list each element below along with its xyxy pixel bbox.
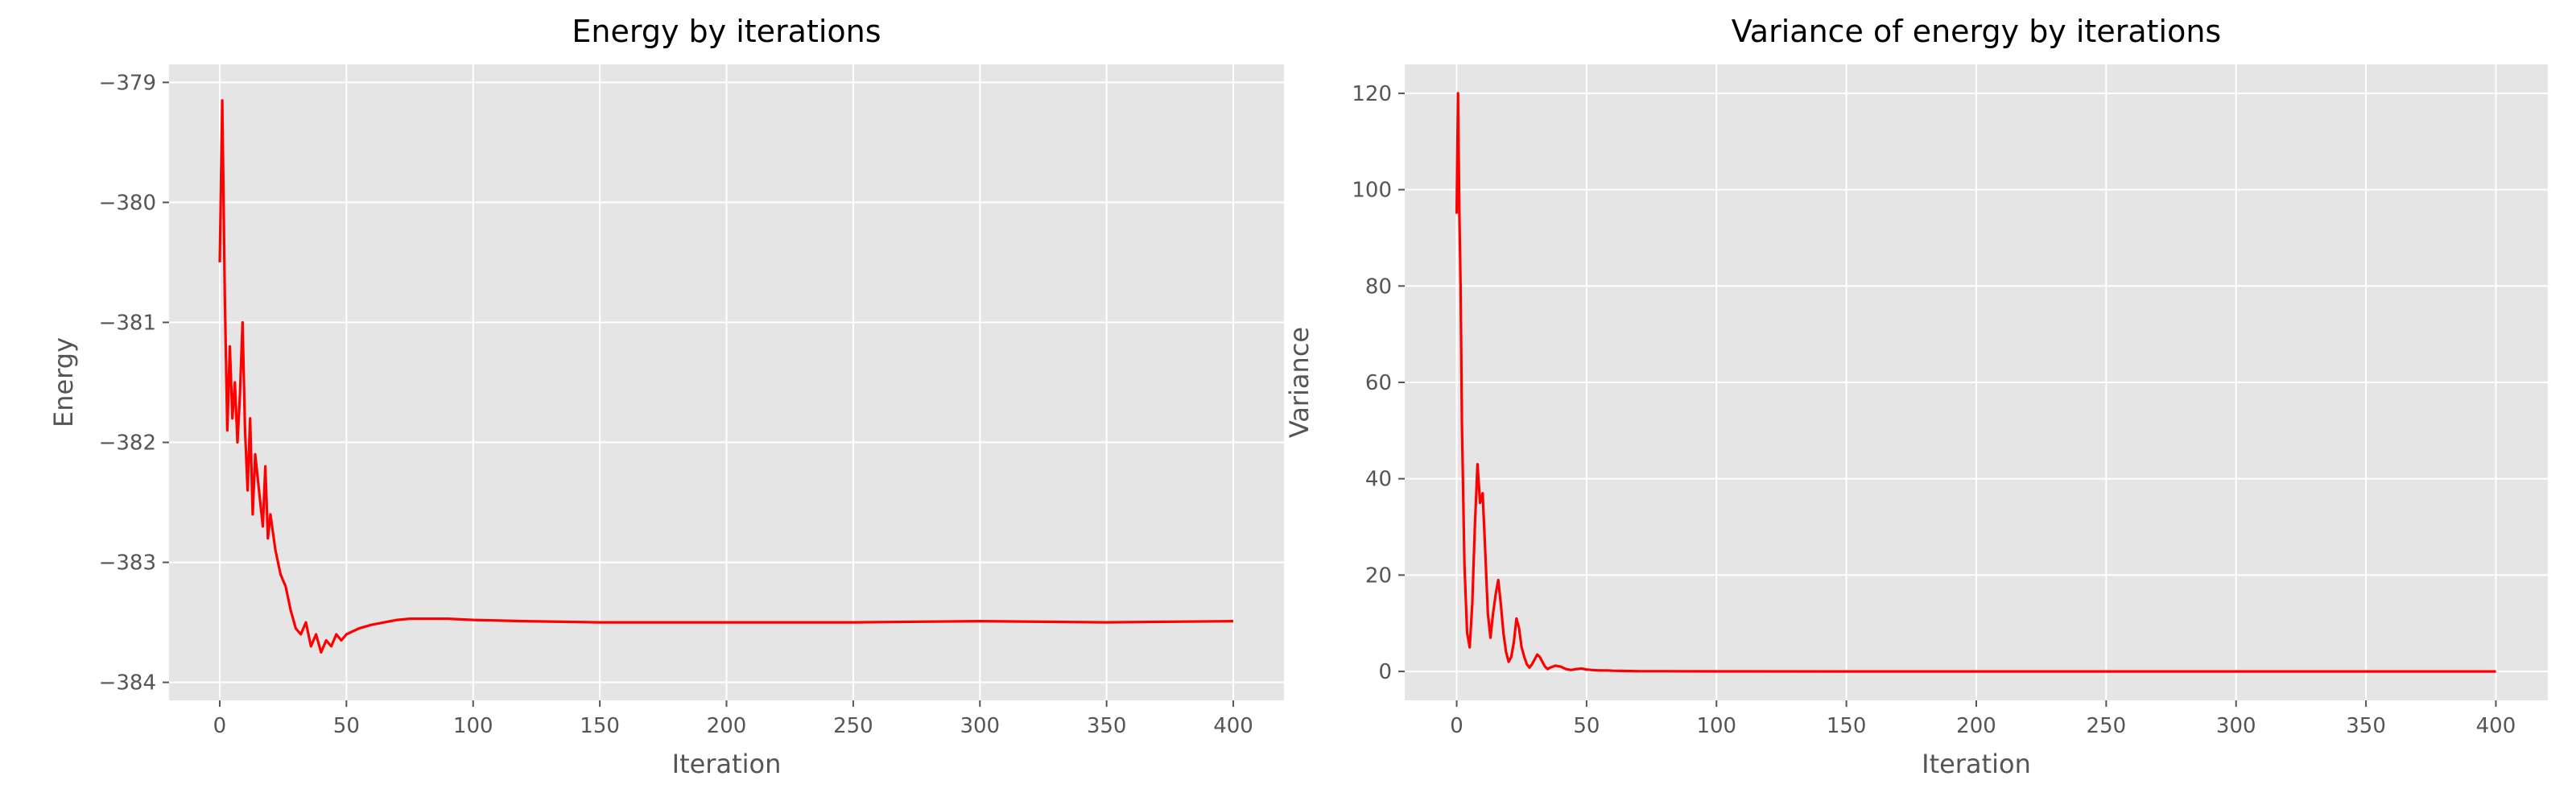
energy-chart-title: Energy by iterations <box>572 14 881 49</box>
energy-y-tick-label-1: −383 <box>99 551 156 576</box>
variance-y-axis-label: Variance <box>1284 327 1315 438</box>
variance-x-tick-label-7: 350 <box>2346 714 2386 738</box>
variance-x-tick-label-8: 400 <box>2476 714 2516 738</box>
energy-x-tick-label-4: 200 <box>707 714 747 738</box>
energy-x-tick-label-7: 350 <box>1087 714 1127 738</box>
energy-x-tick-label-6: 300 <box>960 714 1000 738</box>
variance-x-tick-label-3: 150 <box>1827 714 1867 738</box>
variance-y-tick-label-4: 80 <box>1365 275 1392 299</box>
energy-x-tick-label-3: 150 <box>580 714 620 738</box>
energy-x-axis-label: Iteration <box>672 749 782 779</box>
energy-y-tick-label-0: −384 <box>99 671 156 696</box>
variance-x-tick-label-5: 250 <box>2087 714 2127 738</box>
variance-x-tick-label-2: 100 <box>1696 714 1736 738</box>
energy-x-tick-label-8: 400 <box>1213 714 1253 738</box>
variance-series-line-0 <box>1455 92 2496 673</box>
variance-chart-title: Variance of energy by iterations <box>1732 14 2221 49</box>
variance-y-tick-label-3: 60 <box>1365 371 1392 395</box>
variance-y-tick-label-0: 0 <box>1378 660 1392 684</box>
variance-chart: 0 50 100 150 200 250 300 350 400 0 20 40 60 80 100 120 V… <box>1284 14 2548 779</box>
energy-y-axis-label: Energy <box>48 337 79 427</box>
energy-y-tick-label-4: −380 <box>99 191 156 215</box>
variance-y-tick-label-2: 40 <box>1365 468 1392 492</box>
energy-y-tick-label-3: −381 <box>99 311 156 335</box>
energy-x-tick-label-2: 100 <box>453 714 493 738</box>
variance-y-tick-label-6: 120 <box>1352 82 1392 106</box>
energy-x-tick-label-1: 50 <box>333 714 360 738</box>
energy-x-tick-label-0: 0 <box>213 714 227 738</box>
energy-y-tick-label-5: −379 <box>99 71 156 95</box>
variance-x-tick-label-4: 200 <box>1956 714 1996 738</box>
variance-y-tick-label-5: 100 <box>1352 179 1392 203</box>
variance-x-tick-label-0: 0 <box>1450 714 1463 738</box>
variance-y-tick-label-1: 20 <box>1365 564 1392 588</box>
variance-x-tick-label-1: 50 <box>1573 714 1600 738</box>
energy-series-line-0 <box>218 99 1234 654</box>
variance-x-axis-label: Iteration <box>1922 749 2031 779</box>
energy-y-tick-label-2: −382 <box>99 431 156 456</box>
energy-chart: 0 50 100 150 200 250 300 350 400 −384 −383 −382 −381… <box>48 14 1284 779</box>
variance-x-tick-label-6: 300 <box>2216 714 2256 738</box>
energy-x-tick-label-5: 250 <box>833 714 873 738</box>
